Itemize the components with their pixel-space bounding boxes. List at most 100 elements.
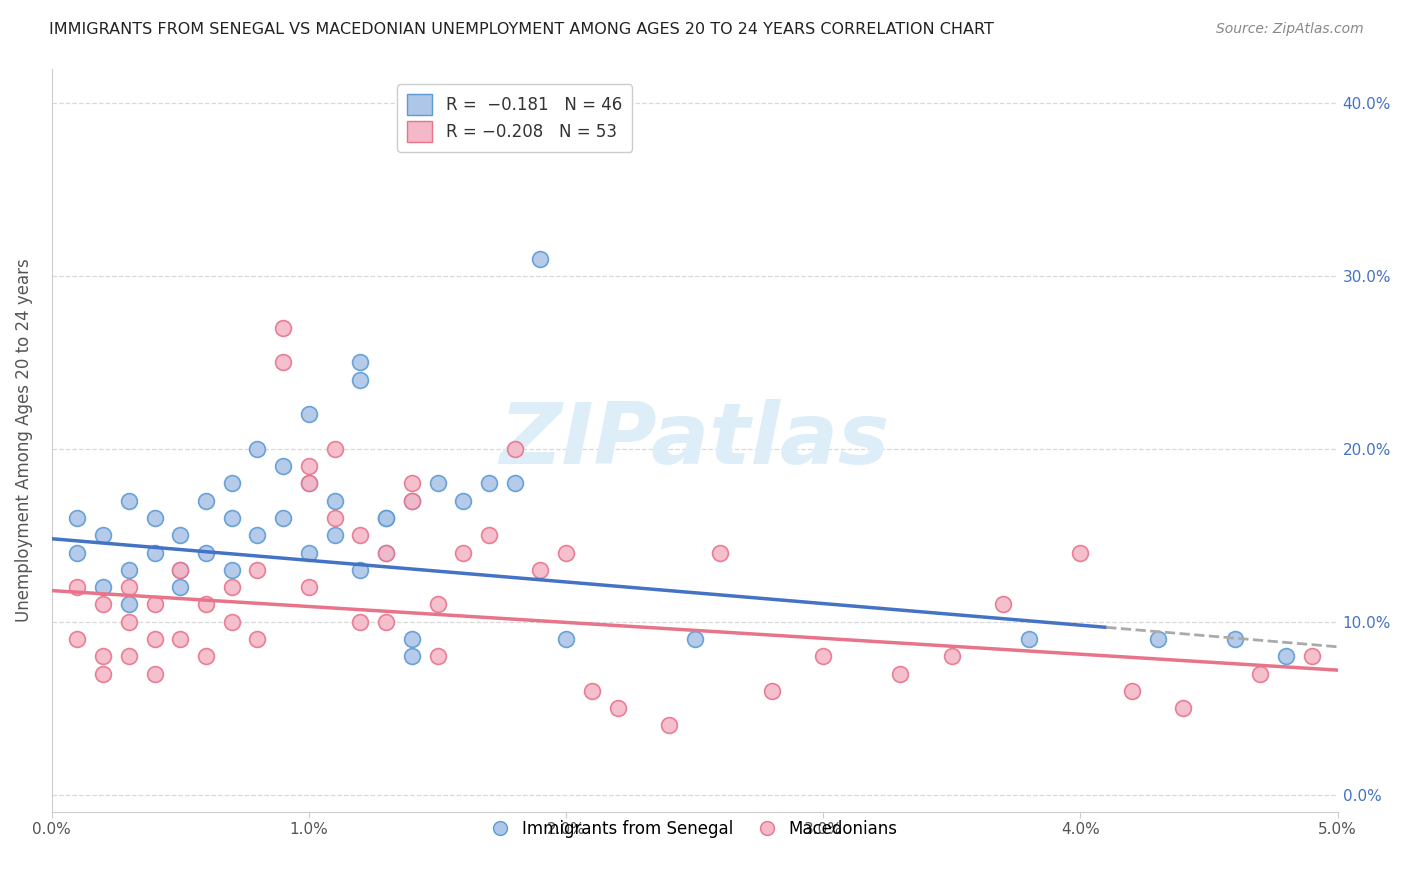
Point: [271, 459, 294, 474]
Point: [298, 545, 321, 559]
Point: [529, 563, 551, 577]
Point: [66, 632, 89, 646]
Point: [683, 632, 706, 646]
Point: [246, 632, 269, 646]
Point: [813, 649, 835, 664]
Point: [323, 442, 346, 456]
Point: [606, 701, 628, 715]
Point: [246, 528, 269, 542]
Point: [118, 493, 141, 508]
Point: [375, 545, 398, 559]
Point: [426, 649, 449, 664]
Point: [221, 511, 243, 525]
Point: [1173, 701, 1195, 715]
Y-axis label: Unemployment Among Ages 20 to 24 years: Unemployment Among Ages 20 to 24 years: [15, 259, 32, 622]
Point: [221, 580, 243, 594]
Point: [169, 563, 191, 577]
Point: [478, 528, 501, 542]
Point: [143, 511, 166, 525]
Point: [298, 580, 321, 594]
Point: [118, 563, 141, 577]
Point: [323, 511, 346, 525]
Text: IMMIGRANTS FROM SENEGAL VS MACEDONIAN UNEMPLOYMENT AMONG AGES 20 TO 24 YEARS COR: IMMIGRANTS FROM SENEGAL VS MACEDONIAN UN…: [49, 22, 994, 37]
Point: [323, 493, 346, 508]
Point: [66, 545, 89, 559]
Point: [401, 476, 423, 491]
Point: [761, 684, 783, 698]
Point: [91, 528, 114, 542]
Point: [221, 615, 243, 629]
Point: [349, 528, 371, 542]
Point: [503, 442, 526, 456]
Point: [1018, 632, 1040, 646]
Point: [1250, 666, 1272, 681]
Point: [143, 632, 166, 646]
Point: [91, 649, 114, 664]
Point: [349, 355, 371, 369]
Point: [1275, 649, 1298, 664]
Point: [349, 563, 371, 577]
Point: [709, 545, 731, 559]
Point: [169, 528, 191, 542]
Point: [375, 615, 398, 629]
Point: [993, 598, 1015, 612]
Legend: Immigrants from Senegal, Macedonians: Immigrants from Senegal, Macedonians: [485, 814, 904, 845]
Point: [1146, 632, 1168, 646]
Point: [143, 598, 166, 612]
Point: [143, 666, 166, 681]
Point: [221, 563, 243, 577]
Point: [1223, 632, 1246, 646]
Point: [246, 442, 269, 456]
Point: [529, 252, 551, 266]
Point: [349, 615, 371, 629]
Point: [451, 545, 474, 559]
Point: [375, 545, 398, 559]
Point: [66, 511, 89, 525]
Point: [889, 666, 911, 681]
Point: [271, 355, 294, 369]
Point: [375, 511, 398, 525]
Point: [118, 598, 141, 612]
Point: [298, 407, 321, 421]
Point: [271, 321, 294, 335]
Point: [91, 580, 114, 594]
Point: [298, 476, 321, 491]
Point: [401, 493, 423, 508]
Point: [195, 649, 218, 664]
Point: [195, 545, 218, 559]
Point: [401, 493, 423, 508]
Point: [658, 718, 681, 732]
Text: ZIPatlas: ZIPatlas: [499, 399, 890, 482]
Point: [349, 373, 371, 387]
Point: [298, 476, 321, 491]
Point: [478, 476, 501, 491]
Point: [1301, 649, 1323, 664]
Point: [323, 528, 346, 542]
Point: [169, 632, 191, 646]
Point: [66, 580, 89, 594]
Point: [118, 580, 141, 594]
Point: [118, 615, 141, 629]
Point: [169, 580, 191, 594]
Point: [195, 493, 218, 508]
Point: [375, 511, 398, 525]
Point: [426, 476, 449, 491]
Point: [91, 598, 114, 612]
Point: [298, 459, 321, 474]
Point: [246, 563, 269, 577]
Text: Source: ZipAtlas.com: Source: ZipAtlas.com: [1216, 22, 1364, 37]
Point: [555, 545, 578, 559]
Point: [451, 493, 474, 508]
Point: [271, 511, 294, 525]
Point: [221, 476, 243, 491]
Point: [555, 632, 578, 646]
Point: [941, 649, 963, 664]
Point: [401, 649, 423, 664]
Point: [91, 666, 114, 681]
Point: [581, 684, 603, 698]
Point: [426, 598, 449, 612]
Point: [1121, 684, 1143, 698]
Point: [169, 563, 191, 577]
Point: [143, 545, 166, 559]
Point: [401, 632, 423, 646]
